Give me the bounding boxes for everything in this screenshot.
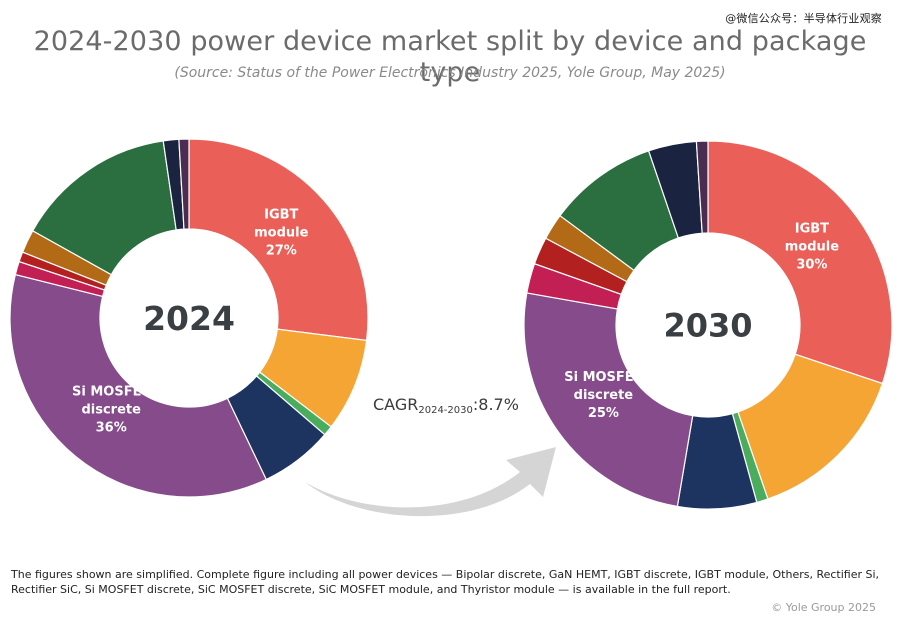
slice-label-line: IGBT xyxy=(264,208,298,223)
center-year-label: 2030 xyxy=(663,307,752,345)
slice-label-line: Si MOSFET xyxy=(564,370,642,385)
slice-label-line: 30% xyxy=(796,257,827,272)
slice-label-line: Si MOSFET xyxy=(72,384,150,399)
slice-label-line: 36% xyxy=(96,420,127,435)
slice-2024-4 xyxy=(9,273,268,498)
cagr-prefix: CAGR xyxy=(373,395,419,414)
slice-label-line: 27% xyxy=(266,244,297,259)
slice-label-2030-0: IGBT module 30% xyxy=(785,221,839,272)
slice-2024-0 xyxy=(188,138,369,342)
cagr-value: :8.7% xyxy=(472,395,519,414)
donut-2024: IGBT module 27% Si MOSFET discrete 36% 2024 xyxy=(9,138,369,498)
slice-label-2024-4: Si MOSFET discrete 36% xyxy=(72,384,150,435)
slice-label-2024-0: IGBT module 27% xyxy=(254,208,308,259)
slice-label-line: 25% xyxy=(588,406,619,421)
slice-label-line: IGBT xyxy=(795,221,829,236)
slice-label-2030-4: Si MOSFET discrete 25% xyxy=(564,370,642,421)
center-year-label: 2024 xyxy=(143,299,235,338)
slice-2030-10 xyxy=(695,140,709,234)
chart-title: 2024-2030 power device market split by d… xyxy=(33,26,867,88)
copyright: © Yole Group 2025 xyxy=(771,601,876,614)
slice-label-line: module xyxy=(254,226,308,241)
cagr-period: 2024-2030 xyxy=(418,405,473,416)
chart-subtitle: (Source: Status of the Power Electronics… xyxy=(174,65,726,81)
donut-2030: IGBT module 30% Si MOSFET discrete 25% 2030 xyxy=(523,140,893,510)
cagr-label: CAGR2024-2030:8.7% xyxy=(373,395,519,416)
footnote: The figures shown are simplified. Comple… xyxy=(11,568,880,596)
slice-2024-10 xyxy=(178,138,190,230)
slice-2030-4 xyxy=(523,292,694,508)
slice-label-line: discrete xyxy=(81,402,141,417)
watermark: @微信公众号：半导体行业观察 xyxy=(725,12,882,25)
growth-arrow xyxy=(305,447,556,517)
slice-label-line: discrete xyxy=(574,388,634,403)
slice-label-line: module xyxy=(785,239,839,254)
slice-2030-0 xyxy=(707,140,893,385)
